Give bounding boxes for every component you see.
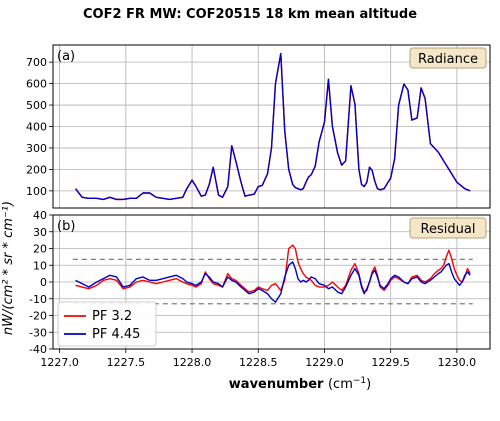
radiance-frame bbox=[52, 44, 491, 209]
residual-y-tick-label: 30 bbox=[33, 226, 47, 239]
residual-y-tick-label: -30 bbox=[29, 326, 47, 339]
residual-y-tick-label: 20 bbox=[33, 243, 47, 256]
residual-series-PF445 bbox=[75, 261, 471, 303]
x-tick-label: 1229.5 bbox=[371, 356, 410, 369]
radiance-panel-letter: (a) bbox=[57, 49, 75, 64]
x-axis-label: wavenumber (cm−1) bbox=[229, 376, 371, 392]
radiance-y-tick-label: 100 bbox=[26, 185, 47, 198]
x-tick-label: 1230.0 bbox=[438, 356, 477, 369]
radiance-series-PF445 bbox=[74, 52, 471, 201]
legend-box bbox=[57, 301, 157, 347]
x-tick-label: 1229.0 bbox=[305, 356, 344, 369]
residual-panel: -40 -30 -20 -10 0 10 20 30 40 (b) Residual 1227.0 12… bbox=[29, 209, 491, 369]
residual-y-tick-label: -40 bbox=[29, 343, 47, 356]
x-tick-label: 1227.0 bbox=[40, 356, 79, 369]
x-tick-label: 1228.0 bbox=[173, 356, 212, 369]
residual-panel-letter: (b) bbox=[57, 219, 75, 234]
x-tick-label: 1227.5 bbox=[107, 356, 146, 369]
residual-tag-box bbox=[409, 217, 487, 239]
x-axis-label-unit: (cm bbox=[328, 377, 353, 392]
radiance-y-tick-label: 700 bbox=[26, 56, 47, 69]
radiance-y-tick-label: 500 bbox=[26, 99, 47, 112]
chart-title: COF2 FR MW: COF20515 18 km mean altitude bbox=[83, 7, 417, 22]
residual-tag-label: Residual bbox=[421, 222, 476, 237]
residual-y-tick-label: 0 bbox=[40, 276, 47, 289]
residual-y-tick-label: -10 bbox=[29, 293, 47, 306]
legend: PF 3.2 PF 4.45 bbox=[57, 301, 157, 347]
residual-y-tick-label: 40 bbox=[33, 209, 47, 222]
x-tick-label: 1228.5 bbox=[239, 356, 278, 369]
radiance-panel: 100 200 300 400 500 600 700 (a) Radiance bbox=[26, 44, 491, 209]
radiance-y-tick-label: 200 bbox=[26, 163, 47, 176]
y-axis-label: nW/(cm² * sr * cm⁻¹) bbox=[1, 201, 16, 335]
radiance-y-tick-label: 600 bbox=[26, 78, 47, 91]
residual-frame bbox=[52, 214, 491, 350]
x-axis-label-main: wavenumber bbox=[229, 377, 328, 392]
x-axis-label-close: ) bbox=[366, 377, 371, 392]
radiance-tag-box bbox=[409, 47, 487, 69]
radiance-y-tick-label: 300 bbox=[26, 142, 47, 155]
legend-label: PF 3.2 bbox=[92, 309, 132, 324]
residual-y-tick-label: -20 bbox=[29, 310, 47, 323]
radiance-y-tick-label: 400 bbox=[26, 121, 47, 134]
residual-series-PF32 bbox=[75, 244, 471, 293]
x-axis-label-exp: −1 bbox=[353, 376, 366, 386]
legend-label: PF 4.45 bbox=[92, 327, 140, 342]
residual-y-tick-label: 10 bbox=[33, 259, 47, 272]
radiance-tag-label: Radiance bbox=[418, 52, 478, 67]
